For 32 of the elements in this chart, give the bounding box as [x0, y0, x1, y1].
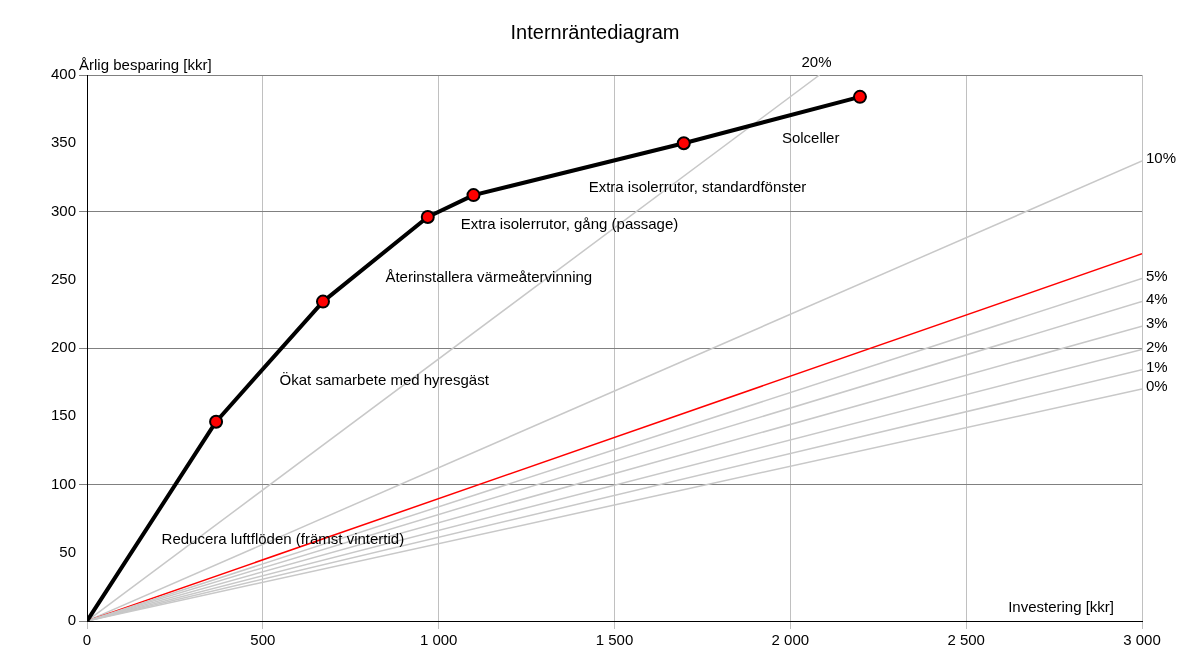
- y-tick-label: 50: [59, 542, 77, 560]
- x-tick-label: 500: [250, 631, 276, 649]
- y-axis-title: Årlig besparing [kkr]: [79, 55, 212, 73]
- series-label: 1%: [1146, 357, 1168, 375]
- x-tick-label: 3 000: [1123, 631, 1161, 649]
- y-tick-label: 300: [51, 201, 77, 219]
- x-tick-label: 0: [82, 631, 92, 649]
- x-tick-label: 1 000: [419, 631, 458, 649]
- annotation: Solceller: [781, 129, 840, 147]
- series-label: 0%: [1146, 377, 1168, 395]
- series-label: 2%: [1146, 337, 1168, 355]
- x-tick-label: 1 500: [595, 631, 634, 649]
- annotation: Ökat samarbete med hyresgäst: [279, 370, 490, 388]
- y-tick-label: 350: [51, 133, 77, 151]
- annotation: Återinstallera värmeåtervinning: [385, 268, 593, 286]
- annotation: Extra isolerrutor, gång (passage): [460, 215, 679, 233]
- y-tick-label: 250: [51, 269, 77, 287]
- series-label: 20%: [801, 53, 832, 71]
- x-axis-title: Investering [kkr]: [1008, 597, 1114, 615]
- y-tick-label: 0: [67, 611, 77, 629]
- x-tick-label: 2 000: [771, 631, 810, 649]
- y-tick-label: 100: [51, 474, 77, 492]
- y-tick-label: 150: [51, 406, 77, 424]
- series-label: 5%: [1146, 266, 1168, 284]
- series-label: 4%: [1146, 289, 1168, 307]
- y-tick-label: 400: [51, 65, 77, 83]
- y-tick-label: 200: [51, 338, 77, 356]
- series-label: 10%: [1146, 149, 1177, 167]
- chart-title: Internräntediagram: [510, 20, 680, 43]
- x-tick-label: 2 500: [947, 631, 985, 649]
- annotation: Extra isolerrutor, standardfönster: [588, 178, 807, 196]
- series-label: 3%: [1146, 314, 1168, 332]
